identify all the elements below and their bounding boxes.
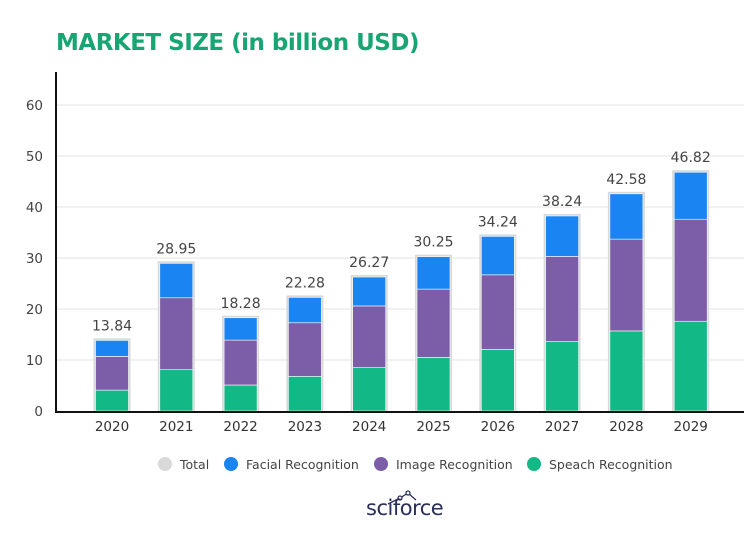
bar-segment-facial-recognition[interactable] bbox=[352, 276, 387, 307]
bar-segment-image-recognition[interactable] bbox=[609, 238, 644, 332]
stacked-bar-chart: 0 10 20 30 40 50 60 13.84 28.95 18.28 22.28 26.27 3… bbox=[26, 72, 744, 435]
bar-segment-speach-recognition[interactable] bbox=[288, 376, 322, 412]
bar-segment-speach-recognition[interactable] bbox=[95, 389, 129, 412]
legend-label-speach-recognition: Speach Recognition bbox=[549, 456, 673, 472]
bar-segment-image-recognition[interactable] bbox=[288, 322, 322, 377]
bar-segment-facial-recognition[interactable] bbox=[95, 340, 129, 357]
y-tick-label: 0 bbox=[34, 404, 43, 420]
legend-swatch-facial-recognition bbox=[224, 457, 238, 471]
y-tick-label: 40 bbox=[26, 200, 43, 216]
logo-wordmark: sciforce bbox=[366, 496, 444, 520]
x-tick-label: 2028 bbox=[609, 419, 643, 435]
chart-title: MARKET SIZE (in billion USD) bbox=[56, 30, 419, 56]
legend-label-facial-recognition: Facial Recognition bbox=[246, 456, 359, 472]
y-tick-label: 10 bbox=[26, 353, 43, 369]
bar-segment-image-recognition[interactable] bbox=[159, 297, 194, 370]
legend-item-total[interactable]: Total bbox=[158, 454, 209, 474]
logo-network-icon bbox=[387, 490, 417, 505]
bar-segment-image-recognition[interactable] bbox=[223, 339, 258, 386]
total-label: 28.95 bbox=[156, 241, 196, 257]
bar-segment-facial-recognition[interactable] bbox=[288, 297, 322, 324]
x-tick-label: 2027 bbox=[545, 419, 579, 435]
bar-segment-image-recognition[interactable] bbox=[545, 256, 579, 342]
legend-swatch-image-recognition bbox=[374, 457, 388, 471]
legend-swatch-total bbox=[158, 457, 172, 471]
bar-segment-facial-recognition[interactable] bbox=[223, 317, 258, 341]
legend-item-speach-recognition[interactable]: Speach Recognition bbox=[527, 454, 673, 474]
bar-segment-image-recognition[interactable] bbox=[95, 356, 129, 391]
total-label: 30.25 bbox=[413, 235, 453, 251]
legend: Total Facial Recognition Image Recogniti… bbox=[0, 454, 744, 474]
total-label: 26.27 bbox=[349, 255, 389, 271]
legend-item-facial-recognition[interactable]: Facial Recognition bbox=[224, 454, 359, 474]
bar-segment-speach-recognition[interactable] bbox=[352, 367, 387, 412]
bar-segment-speach-recognition[interactable] bbox=[223, 384, 258, 412]
bar-segment-speach-recognition[interactable] bbox=[159, 369, 194, 412]
x-axis-ticks: 2020 2021 2022 2023 2024 2025 2026 2027 2028 2029 bbox=[95, 419, 708, 435]
total-label: 18.28 bbox=[221, 296, 261, 312]
bar-segment-speach-recognition[interactable] bbox=[545, 341, 579, 412]
bar-segment-facial-recognition[interactable] bbox=[673, 171, 708, 220]
bar-segment-facial-recognition[interactable] bbox=[480, 236, 515, 276]
total-label: 42.58 bbox=[606, 172, 646, 188]
x-tick-label: 2026 bbox=[481, 419, 515, 435]
sciforce-logo: sciforce bbox=[366, 490, 456, 524]
total-labels: 13.84 28.95 18.28 22.28 26.27 30.25 34.24 38.24… bbox=[92, 150, 711, 334]
bar-segment-speach-recognition[interactable] bbox=[673, 320, 708, 412]
bar-segment-speach-recognition[interactable] bbox=[416, 357, 451, 412]
legend-label-total: Total bbox=[180, 456, 210, 472]
x-tick-label: 2024 bbox=[352, 419, 386, 435]
legend-item-image-recognition[interactable]: Image Recognition bbox=[374, 454, 513, 474]
total-label: 22.28 bbox=[285, 275, 325, 291]
bar-segment-image-recognition[interactable] bbox=[673, 218, 708, 322]
y-tick-label: 60 bbox=[26, 98, 43, 114]
x-tick-label: 2021 bbox=[159, 419, 193, 435]
bar-segment-image-recognition[interactable] bbox=[416, 288, 451, 358]
total-label: 46.82 bbox=[671, 150, 711, 166]
bars bbox=[93, 170, 710, 413]
bar-segment-speach-recognition[interactable] bbox=[609, 330, 644, 412]
y-axis-ticks: 0 10 20 30 40 50 60 bbox=[26, 98, 43, 420]
bar-segment-facial-recognition[interactable] bbox=[545, 215, 579, 257]
bar-segment-facial-recognition[interactable] bbox=[159, 263, 194, 299]
total-label: 38.24 bbox=[542, 194, 582, 210]
bar-segment-image-recognition[interactable] bbox=[352, 305, 387, 368]
x-tick-label: 2022 bbox=[223, 419, 257, 435]
bar-segment-image-recognition[interactable] bbox=[480, 274, 515, 350]
legend-swatch-speach-recognition bbox=[527, 457, 541, 471]
total-label: 13.84 bbox=[92, 318, 132, 334]
y-tick-label: 50 bbox=[26, 149, 43, 165]
y-tick-label: 30 bbox=[26, 251, 43, 267]
x-tick-label: 2020 bbox=[95, 419, 129, 435]
bar-segment-facial-recognition[interactable] bbox=[416, 256, 451, 290]
x-tick-label: 2029 bbox=[674, 419, 708, 435]
total-label: 34.24 bbox=[478, 214, 518, 230]
y-tick-label: 20 bbox=[26, 302, 43, 318]
x-tick-label: 2025 bbox=[416, 419, 450, 435]
legend-label-image-recognition: Image Recognition bbox=[396, 456, 513, 472]
bar-segment-facial-recognition[interactable] bbox=[609, 193, 644, 240]
bar-segment-speach-recognition[interactable] bbox=[480, 348, 515, 412]
x-tick-label: 2023 bbox=[288, 419, 322, 435]
